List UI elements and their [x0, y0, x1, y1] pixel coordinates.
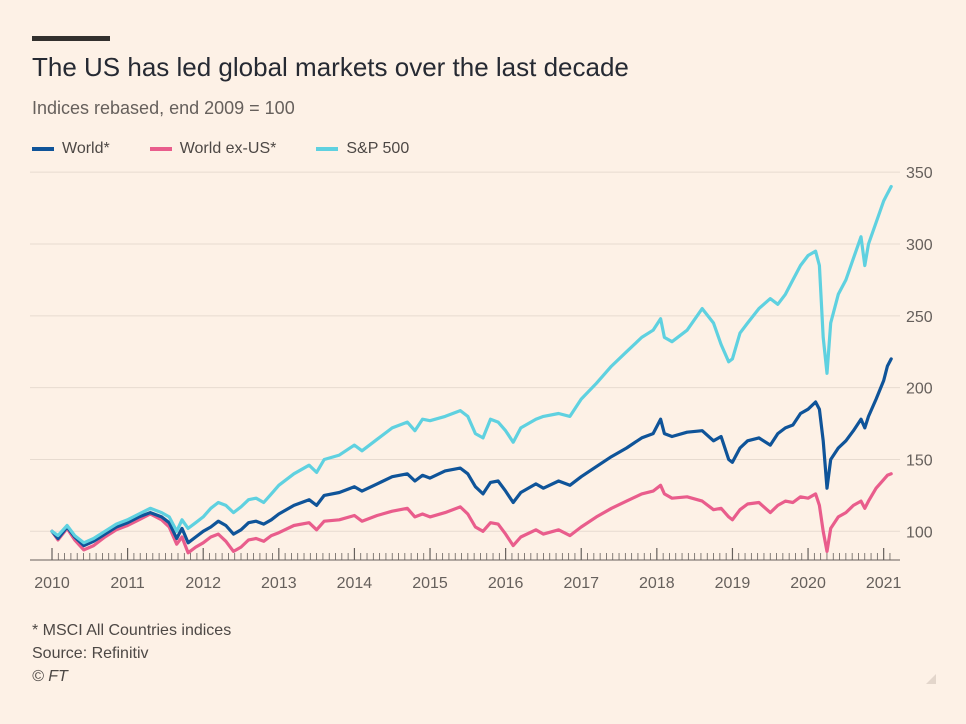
footnote: * MSCI All Countries indices — [32, 622, 232, 639]
legend-swatch-world-ex-us — [149, 147, 172, 151]
legend-swatch-world — [32, 147, 54, 151]
resize-grip-icon — [926, 674, 936, 684]
source-note: Source: Refinitiv — [32, 645, 149, 662]
x-tick-label: 2016 — [488, 575, 524, 592]
x-tick-label: 2019 — [715, 575, 751, 592]
chart-subtitle: Indices rebased, end 2009 = 100 — [32, 98, 295, 118]
legend-label-world: World* — [62, 140, 110, 157]
chart-legend: World* World ex-US* S&P 500 — [32, 140, 449, 158]
legend-item-world: World* — [32, 140, 110, 158]
x-tick-label: 2020 — [790, 575, 826, 592]
series-line-world-ex-us — [50, 472, 893, 555]
x-tick-label: 2017 — [563, 575, 599, 592]
x-tick-label: 2014 — [337, 575, 373, 592]
y-tick-label: 200 — [906, 381, 933, 398]
legend-swatch-sp500 — [316, 147, 339, 151]
x-tick-label: 2018 — [639, 575, 675, 592]
y-tick-label: 150 — [906, 452, 933, 469]
legend-label-sp500: S&P 500 — [346, 140, 410, 157]
legend-item-sp500: S&P 500 — [316, 140, 409, 158]
credit-note: © FT — [32, 668, 68, 685]
legend-label-world-ex-us: World ex-US* — [179, 140, 277, 157]
x-tick-label: 2012 — [185, 575, 221, 592]
x-tick-label: 2010 — [34, 575, 70, 592]
series-line-s-p-500 — [50, 184, 893, 545]
x-tick-label: 2021 — [866, 575, 902, 592]
y-tick-label: 350 — [906, 165, 933, 182]
y-tick-label: 250 — [906, 309, 933, 326]
y-tick-label: 300 — [906, 237, 933, 254]
legend-item-world-ex-us: World ex-US* — [149, 140, 277, 158]
title-accent-bar — [32, 36, 110, 41]
x-tick-label: 2011 — [110, 575, 145, 592]
y-tick-label: 100 — [906, 524, 933, 541]
chart-title: The US has led global markets over the l… — [32, 52, 629, 82]
x-tick-label: 2013 — [261, 575, 297, 592]
x-tick-label: 2015 — [412, 575, 448, 592]
series-line-world — [50, 357, 893, 548]
